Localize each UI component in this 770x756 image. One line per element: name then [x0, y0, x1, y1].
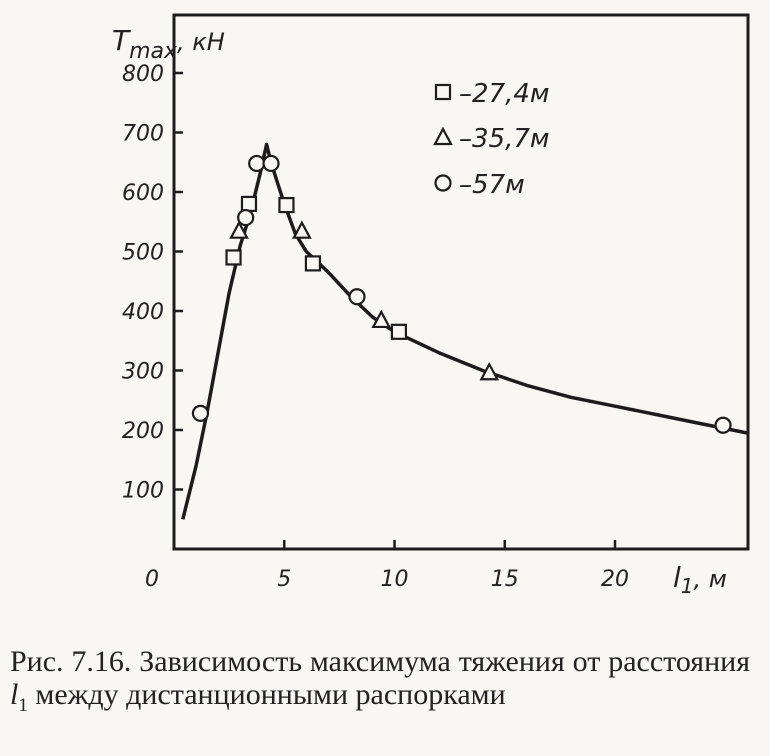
- triangle-point: [479, 361, 500, 381]
- plot-frame: [172, 13, 750, 551]
- circle-point: [191, 404, 210, 422]
- legend-entry-label: –35,7м: [459, 124, 550, 154]
- y-tick-label: 600: [122, 181, 164, 206]
- x-tick-label: 20: [601, 567, 629, 592]
- legend-entry-label: –27,4м: [459, 79, 550, 109]
- square-point: [390, 323, 408, 340]
- circle-point: [714, 416, 732, 434]
- triangle-point: [229, 220, 249, 239]
- x-tick-label: 15: [491, 567, 519, 592]
- legend-square-marker: [434, 83, 452, 101]
- caption-variable-subscript: 1: [18, 695, 28, 716]
- circle-point: [237, 208, 255, 227]
- figure-caption: Рис. 7.16. Зависимость максимума тяжения…: [10, 645, 750, 722]
- square-point: [304, 255, 322, 272]
- y-tick-label: 100: [122, 479, 164, 504]
- x-tick-label: 5: [277, 567, 291, 592]
- y-tick-label: 500: [122, 241, 164, 266]
- y-tick-label: 400: [122, 300, 164, 325]
- circle-point: [348, 288, 366, 306]
- circle-point: [248, 154, 266, 173]
- circle-point: [262, 154, 280, 173]
- legend-entry-label: –57м: [459, 170, 525, 200]
- y-tick-label: 700: [122, 122, 164, 147]
- chart: 100 200 300 400 500 600 700 800 0 5 10 15 20 –27,4м –…: [112, 13, 750, 598]
- square-point: [225, 249, 242, 266]
- triangle-point: [371, 309, 392, 329]
- x-axis-title: l1, м: [673, 561, 727, 598]
- y-tick-label: 800: [122, 62, 164, 87]
- fitted-curve: [181, 142, 748, 520]
- caption-tail: между дистанционными распорками: [27, 678, 506, 711]
- y-tick-label: 300: [122, 360, 164, 385]
- y-tick-label: 200: [122, 419, 164, 444]
- caption-variable: l: [10, 678, 19, 711]
- x-tick-label: 0: [145, 567, 159, 592]
- square-point: [278, 196, 295, 214]
- legend-circle-marker: [434, 174, 452, 192]
- legend-triangle-marker: [433, 126, 453, 146]
- y-axis-title: Tmax, кН: [112, 24, 225, 64]
- triangle-point: [292, 220, 312, 239]
- x-tick-label: 10: [381, 567, 409, 592]
- square-point: [240, 195, 258, 212]
- caption-lead: Рис. 7.16. Зависимость максимума тяжения…: [10, 645, 750, 678]
